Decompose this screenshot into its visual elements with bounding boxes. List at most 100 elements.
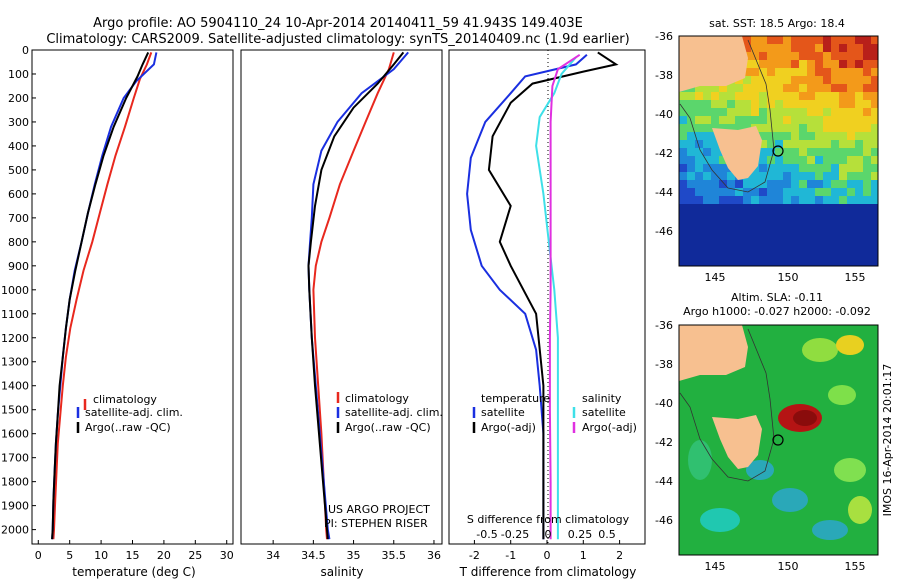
x-tick-label: 34 (266, 549, 280, 562)
sst-map-cell (871, 164, 878, 172)
y-tick-label: 1300 (1, 356, 29, 369)
sst-map-cell (687, 252, 695, 260)
sst-map-cell (847, 92, 855, 100)
x-tick-label: 10 (94, 549, 108, 562)
sst-map-cell (719, 108, 727, 116)
y-tick-label: 600 (8, 188, 29, 201)
sst-map-cell (831, 196, 839, 204)
sst-map-cell (735, 212, 743, 220)
sst-map-cell (711, 84, 719, 92)
y-tick-label: 400 (8, 140, 29, 153)
sst-map-cell (855, 68, 863, 76)
sst-map-cell (783, 172, 791, 180)
sst-map-cell (719, 188, 727, 196)
sst-map-cell (783, 156, 791, 164)
sst-map-cell (823, 132, 831, 140)
sst-map-cell (719, 204, 727, 212)
sst-map-cell (799, 44, 807, 52)
argo-position-marker (772, 434, 784, 446)
sst-map-cell (703, 236, 711, 244)
sst-map-cell (695, 116, 703, 124)
sst-map-cell (807, 228, 815, 236)
sst-map-cell (863, 68, 871, 76)
sst-map-cell (711, 244, 719, 252)
y-tick-label: 1200 (1, 332, 29, 345)
sla-map-blob (834, 458, 866, 482)
sst-map-cell (815, 132, 823, 140)
sst-map-cell (815, 108, 823, 116)
sst-map-cell (695, 84, 703, 92)
sst-map-cell (727, 196, 735, 204)
sst-map-cell (759, 260, 767, 266)
sst-map-cell (775, 148, 783, 156)
sst-map-cell (839, 68, 847, 76)
sst-map-cell (807, 260, 815, 266)
sst-map-cell (687, 188, 695, 196)
sst-map-cell (815, 220, 823, 228)
sst-map-cell (839, 156, 847, 164)
sst-map-cell (871, 204, 878, 212)
sst-map-cell (863, 92, 871, 100)
sst-map-cell (695, 92, 703, 100)
sst-map-cell (839, 124, 847, 132)
sst-map-cell (775, 236, 783, 244)
s-tick-label: -0.25 (501, 528, 529, 541)
sst-map-cell (735, 92, 743, 100)
sst-map-cell (711, 164, 719, 172)
sst-map-cell (831, 84, 839, 92)
sst-map-cell (695, 260, 703, 266)
sst-map-cell (839, 260, 847, 266)
sst-map-cell (791, 212, 799, 220)
legend-label-argo: Argo(..raw -QC) (85, 421, 171, 434)
sst-map-cell (799, 36, 807, 44)
y-tick-label: 500 (8, 164, 29, 177)
sst-map-cell (695, 172, 703, 180)
sst-map-cell (743, 108, 751, 116)
legend-label-argo: Argo(..raw -QC) (345, 421, 431, 434)
sst-map-cell (863, 188, 871, 196)
sst-map-cell (799, 172, 807, 180)
sst-map-cell (799, 68, 807, 76)
sst-map-cell (735, 116, 743, 124)
sst-map-cell (831, 204, 839, 212)
sst-map-cell (679, 156, 687, 164)
sst-map-cell (847, 228, 855, 236)
sst-map-cell (743, 68, 751, 76)
sst-map-cell (863, 236, 871, 244)
sst-map-cell (823, 156, 831, 164)
sst-map-cell (823, 140, 831, 148)
sst-map-cell (871, 100, 878, 108)
sst-map-cell (783, 252, 791, 260)
sst-map-cell (767, 132, 775, 140)
sst-map-cell (807, 252, 815, 260)
sst-map-cell (847, 44, 855, 52)
map-y-tick-label: -36 (655, 30, 673, 43)
series-line-argo-raw-qc- (51, 51, 150, 540)
sst-map-cell (831, 108, 839, 116)
map-y-tick-label: -44 (655, 186, 673, 199)
temperature-legend: climatology satellite-adj. clim. Argo(..… (76, 393, 183, 434)
legend-label-s-satellite: satellite (582, 406, 626, 419)
sst-map-cell (839, 164, 847, 172)
sst-map-cell (783, 132, 791, 140)
sst-map-cell (823, 68, 831, 76)
sst-map-cell (815, 36, 823, 44)
sst-map-cell (735, 252, 743, 260)
series-line-argo-adj- (487, 51, 619, 540)
sst-map-cell (767, 212, 775, 220)
sst-map-cell (847, 188, 855, 196)
sst-map-cell (719, 164, 727, 172)
sst-map-cell (711, 116, 719, 124)
sst-map-cell (863, 156, 871, 164)
sst-map-cell (767, 220, 775, 228)
sst-map-cell (743, 196, 751, 204)
sst-map-cell (815, 148, 823, 156)
sst-map-cell (815, 164, 823, 172)
sst-map-cell (759, 148, 767, 156)
sst-map-cell (839, 196, 847, 204)
x-tick-label: -1 (505, 549, 516, 562)
sla-map-shelf-contour (679, 328, 775, 482)
series-line-climatology (52, 52, 153, 540)
sst-map-cell (767, 60, 775, 68)
sst-map-cell (711, 212, 719, 220)
